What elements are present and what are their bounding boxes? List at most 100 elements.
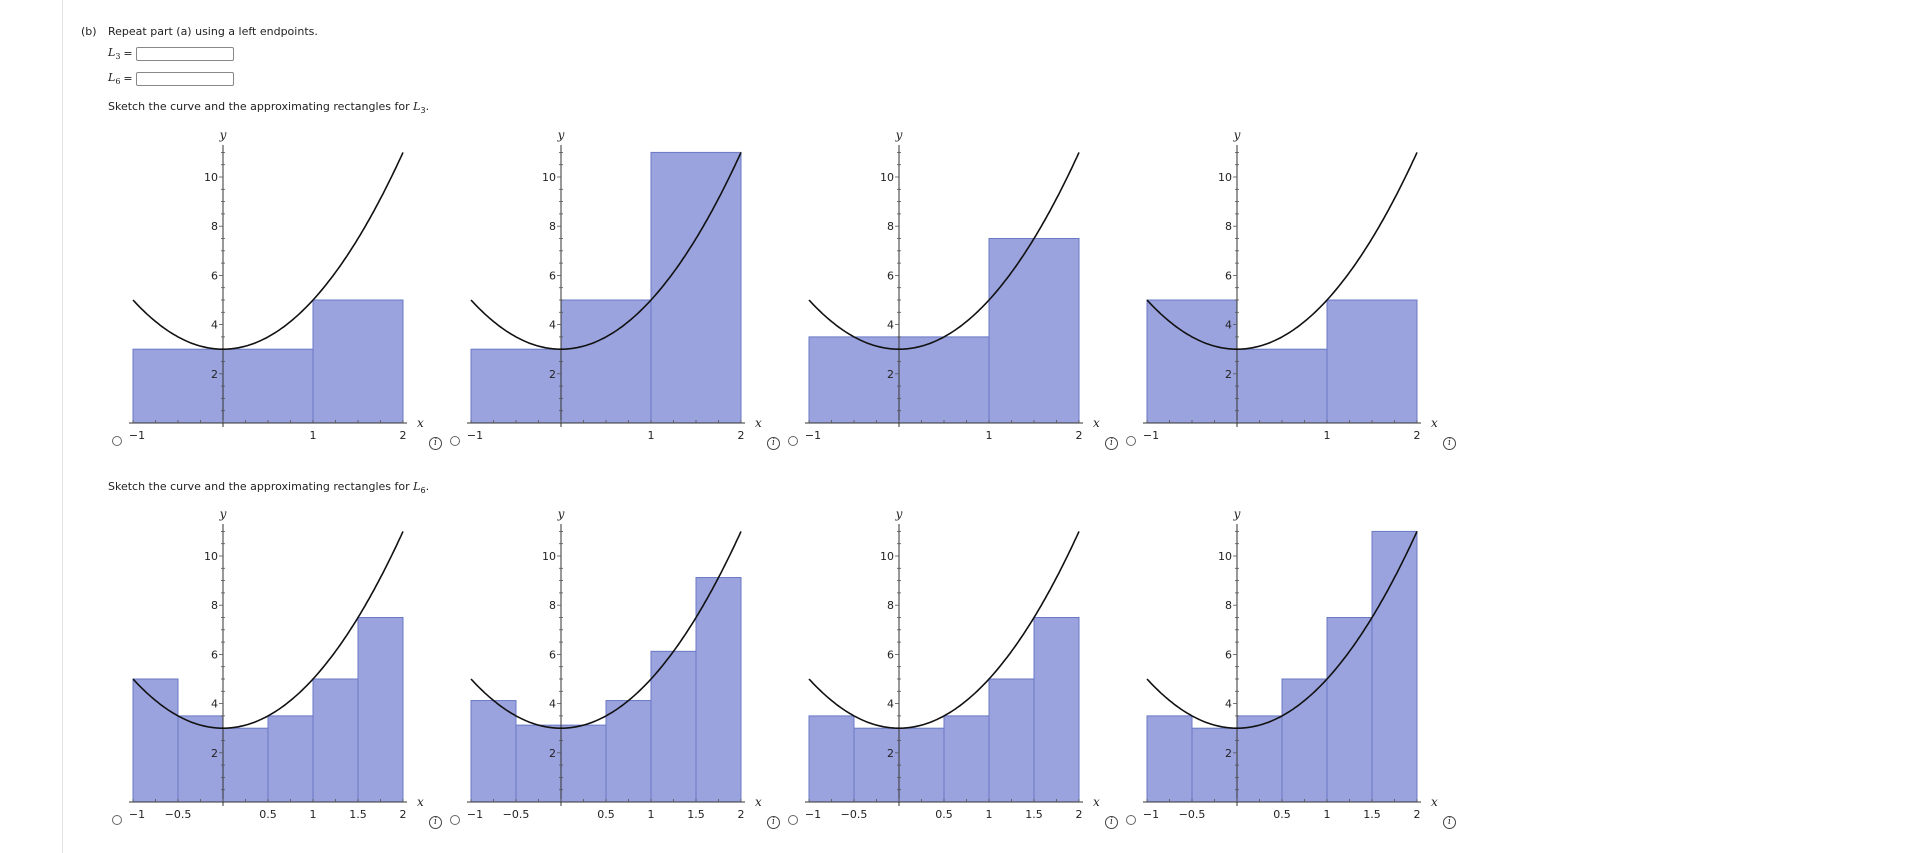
l3-answer-input[interactable] (135, 46, 234, 61)
approx-rectangle-3 (222, 727, 269, 803)
x-tick-label: 1.5 (349, 808, 367, 821)
y-tick-label: 10 (880, 171, 894, 184)
approx-rectangle-2 (1236, 348, 1328, 424)
option-radio-L6-3[interactable] (788, 815, 798, 825)
y-tick-label: 6 (1225, 269, 1232, 282)
info-icon[interactable]: i (429, 816, 442, 829)
function-curve (132, 531, 404, 729)
info-icon[interactable]: i (767, 816, 780, 829)
approx-rectangle-4 (267, 715, 314, 803)
x-tick-label: 2 (738, 429, 745, 442)
x-tick-label: 1 (310, 429, 317, 442)
approx-rectangle-5 (988, 678, 1035, 803)
y-tick-label: 2 (549, 747, 556, 760)
x-axis-label: x (755, 416, 762, 430)
approx-rectangle-2 (515, 724, 562, 803)
y-tick-label: 6 (211, 648, 218, 661)
y-tick-label: 6 (549, 648, 556, 661)
x-tick-label: 1 (648, 808, 655, 821)
approx-rectangle-2 (988, 238, 1080, 424)
part-instruction: Repeat part (a) using a left endpoints. (108, 25, 318, 38)
approx-rectangle-2 (1191, 727, 1238, 803)
y-tick-label: 4 (887, 698, 894, 711)
x-axis-label: x (417, 795, 424, 809)
approx-rectangle-2 (560, 299, 652, 424)
info-icon[interactable]: i (1105, 437, 1118, 450)
option-radio-L3-2[interactable] (450, 436, 460, 446)
y-axis-label: y (1233, 128, 1241, 142)
y-tick-label: 6 (1225, 648, 1232, 661)
function-curve (132, 152, 404, 350)
x-tick-label: 2 (1076, 808, 1083, 821)
left-rule (62, 0, 63, 853)
info-icon[interactable]: i (1105, 816, 1118, 829)
x-tick-label: 2 (738, 808, 745, 821)
x-tick-label: −1 (467, 808, 483, 821)
approx-rectangle-1 (470, 348, 562, 424)
option-radio-L3-4[interactable] (1126, 436, 1136, 446)
y-tick-label: 4 (211, 319, 218, 332)
x-tick-label: 0.5 (259, 808, 277, 821)
x-tick-label: −1 (129, 808, 145, 821)
option-radio-L6-2[interactable] (450, 815, 460, 825)
y-tick-label: 2 (211, 368, 218, 381)
y-tick-label: 2 (1225, 747, 1232, 760)
y-tick-label: 10 (542, 550, 556, 563)
y-tick-label: 10 (204, 550, 218, 563)
y-axis-label: y (219, 507, 227, 521)
y-tick-label: 2 (549, 368, 556, 381)
x-tick-label: −1 (467, 429, 483, 442)
function-curve (470, 152, 742, 350)
x-tick-label: 1 (986, 429, 993, 442)
approx-rectangle-6 (1371, 530, 1418, 803)
approx-rectangle-3 (898, 727, 945, 803)
function-curve (808, 152, 1080, 350)
y-tick-label: 2 (887, 747, 894, 760)
y-tick-label: 4 (1225, 319, 1232, 332)
info-icon[interactable]: i (1443, 816, 1456, 829)
approx-rectangle-6 (695, 577, 742, 803)
info-icon[interactable]: i (429, 437, 442, 450)
approx-rectangle-5 (312, 678, 359, 803)
y-tick-label: 4 (887, 319, 894, 332)
y-tick-label: 10 (1218, 550, 1232, 563)
answer-var-l3: L3 (108, 46, 121, 62)
x-tick-label: 2 (1414, 808, 1421, 821)
y-axis-label: y (219, 128, 227, 142)
l6-answer-input[interactable] (135, 71, 234, 86)
x-tick-label: 1.5 (1025, 808, 1043, 821)
y-tick-label: 8 (211, 599, 218, 612)
y-tick-label: 2 (211, 747, 218, 760)
info-icon[interactable]: i (1443, 437, 1456, 450)
approx-rectangle-3 (560, 724, 607, 803)
approx-rectangle-2 (853, 727, 900, 803)
approx-rectangle-1 (1146, 299, 1238, 424)
option-radio-L3-1[interactable] (112, 436, 122, 446)
option-radio-L6-4[interactable] (1126, 815, 1136, 825)
option-radio-L6-1[interactable] (112, 815, 122, 825)
section-label-l3: Sketch the curve and the approximating r… (108, 100, 430, 116)
y-tick-label: 6 (887, 648, 894, 661)
option-radio-L3-3[interactable] (788, 436, 798, 446)
x-tick-label: −1 (805, 429, 821, 442)
y-tick-label: 8 (887, 220, 894, 233)
x-tick-label: 1.5 (1363, 808, 1381, 821)
info-icon[interactable]: i (767, 437, 780, 450)
y-tick-label: 4 (211, 698, 218, 711)
y-tick-label: 8 (211, 220, 218, 233)
approx-rectangle-1 (132, 678, 179, 803)
function-curve (1146, 152, 1418, 350)
answer-row-l3: L3 = (108, 46, 234, 61)
y-tick-label: 8 (549, 599, 556, 612)
y-tick-label: 10 (880, 550, 894, 563)
approx-rectangle-1 (808, 715, 855, 803)
x-tick-label: 1.5 (687, 808, 705, 821)
approx-rectangle-6 (357, 617, 404, 803)
y-tick-label: 10 (542, 171, 556, 184)
function-curve (1146, 531, 1418, 729)
x-tick-label: 0.5 (935, 808, 953, 821)
approx-rectangle-2 (312, 299, 404, 424)
